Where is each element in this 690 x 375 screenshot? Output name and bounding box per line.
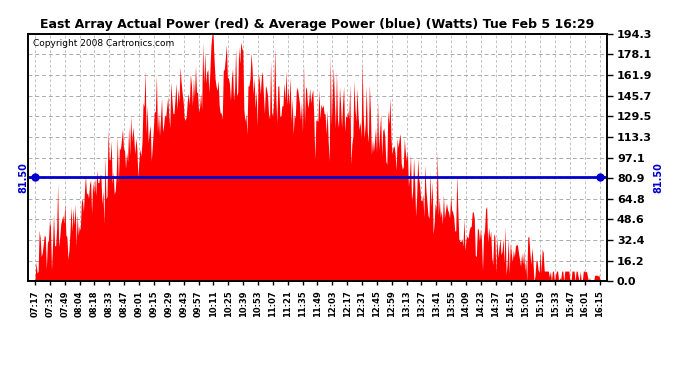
Text: 81.50: 81.50: [653, 162, 664, 193]
Text: Copyright 2008 Cartronics.com: Copyright 2008 Cartronics.com: [33, 39, 175, 48]
Text: 81.50: 81.50: [18, 162, 28, 193]
Title: East Array Actual Power (red) & Average Power (blue) (Watts) Tue Feb 5 16:29: East Array Actual Power (red) & Average …: [40, 18, 595, 31]
